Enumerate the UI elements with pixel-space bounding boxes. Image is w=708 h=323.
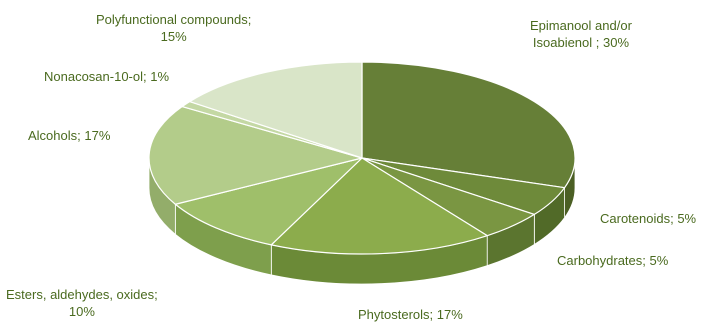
label-epimanool-isoabienol: Epimanool and/or Isoabienol ; 30%	[530, 18, 632, 50]
pie-slice-polyfunctional-compounds	[189, 61, 363, 159]
label-carotenoids: Carotenoids; 5%	[600, 211, 697, 226]
pie-slice-phytosterols	[270, 157, 488, 255]
pie-slice-alcohols	[148, 105, 363, 205]
label-esters-aldehydes-oxides: Esters, aldehydes, oxides; 10%	[6, 287, 158, 319]
pie-slice-esters-aldehydes-oxides	[174, 157, 363, 246]
label-phytosterols: Phytosterols; 17%	[358, 307, 463, 322]
label-nonacosan-10-ol: Nonacosan-10-ol; 1%	[44, 69, 170, 84]
label-carbohydrates: Carbohydrates; 5%	[557, 253, 669, 268]
label-polyfunctional-compounds: Polyfunctional compounds; 15%	[96, 12, 252, 44]
pie-slice-epimanool-and-or-isoabienol	[361, 61, 576, 189]
label-alcohols: Alcohols; 17%	[28, 128, 111, 143]
